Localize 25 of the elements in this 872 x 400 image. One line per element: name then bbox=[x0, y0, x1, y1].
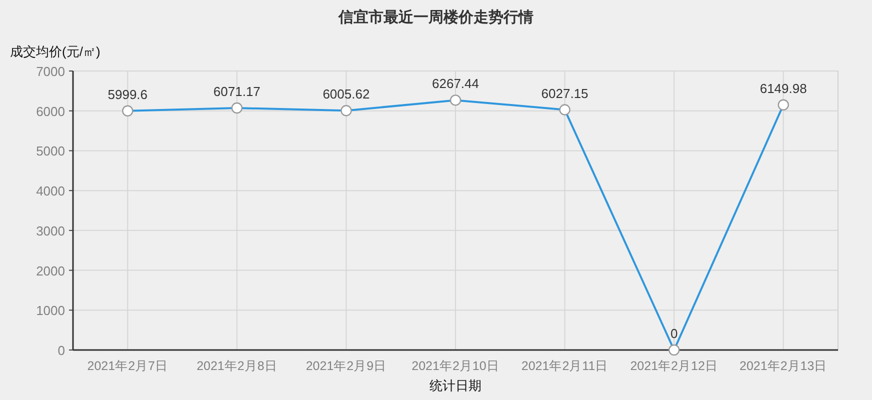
data-label: 6071.17 bbox=[213, 84, 260, 100]
y-tick-label: 4000 bbox=[36, 184, 65, 199]
data-label: 6027.15 bbox=[541, 86, 588, 101]
x-tick-label: 2021年2月11日 bbox=[521, 359, 608, 373]
x-tick-label: 2021年2月7日 bbox=[87, 359, 168, 373]
y-tick-label: 1000 bbox=[36, 303, 65, 318]
x-tick-label: 2021年2月12日 bbox=[630, 359, 718, 373]
y-tick-label: 7000 bbox=[36, 64, 65, 79]
data-label: 6267.44 bbox=[432, 76, 479, 92]
y-tick-label: 3000 bbox=[36, 223, 65, 238]
x-axis-title: 统计日期 bbox=[430, 378, 482, 393]
x-tick-label: 2021年2月10日 bbox=[412, 359, 500, 373]
chart-title: 信宜市最近一周楼价走势行情 bbox=[338, 8, 534, 26]
x-tick-label: 2021年2月8日 bbox=[196, 359, 278, 373]
x-tick-label: 2021年2月9日 bbox=[306, 359, 387, 373]
y-tick-label: 6000 bbox=[36, 104, 65, 119]
data-label: 6005.62 bbox=[322, 86, 370, 102]
y-tick-label: 2000 bbox=[36, 263, 65, 278]
data-label: 0 bbox=[670, 326, 678, 341]
data-label: 5999.6 bbox=[108, 86, 148, 102]
data-label: 6149.98 bbox=[760, 80, 807, 96]
y-axis-title: 成交均价(元/㎡) bbox=[10, 44, 100, 59]
y-tick-label: 5000 bbox=[36, 144, 65, 159]
x-tick-label: 2021年2月13日 bbox=[740, 359, 828, 373]
y-tick-label: 0 bbox=[58, 343, 65, 358]
